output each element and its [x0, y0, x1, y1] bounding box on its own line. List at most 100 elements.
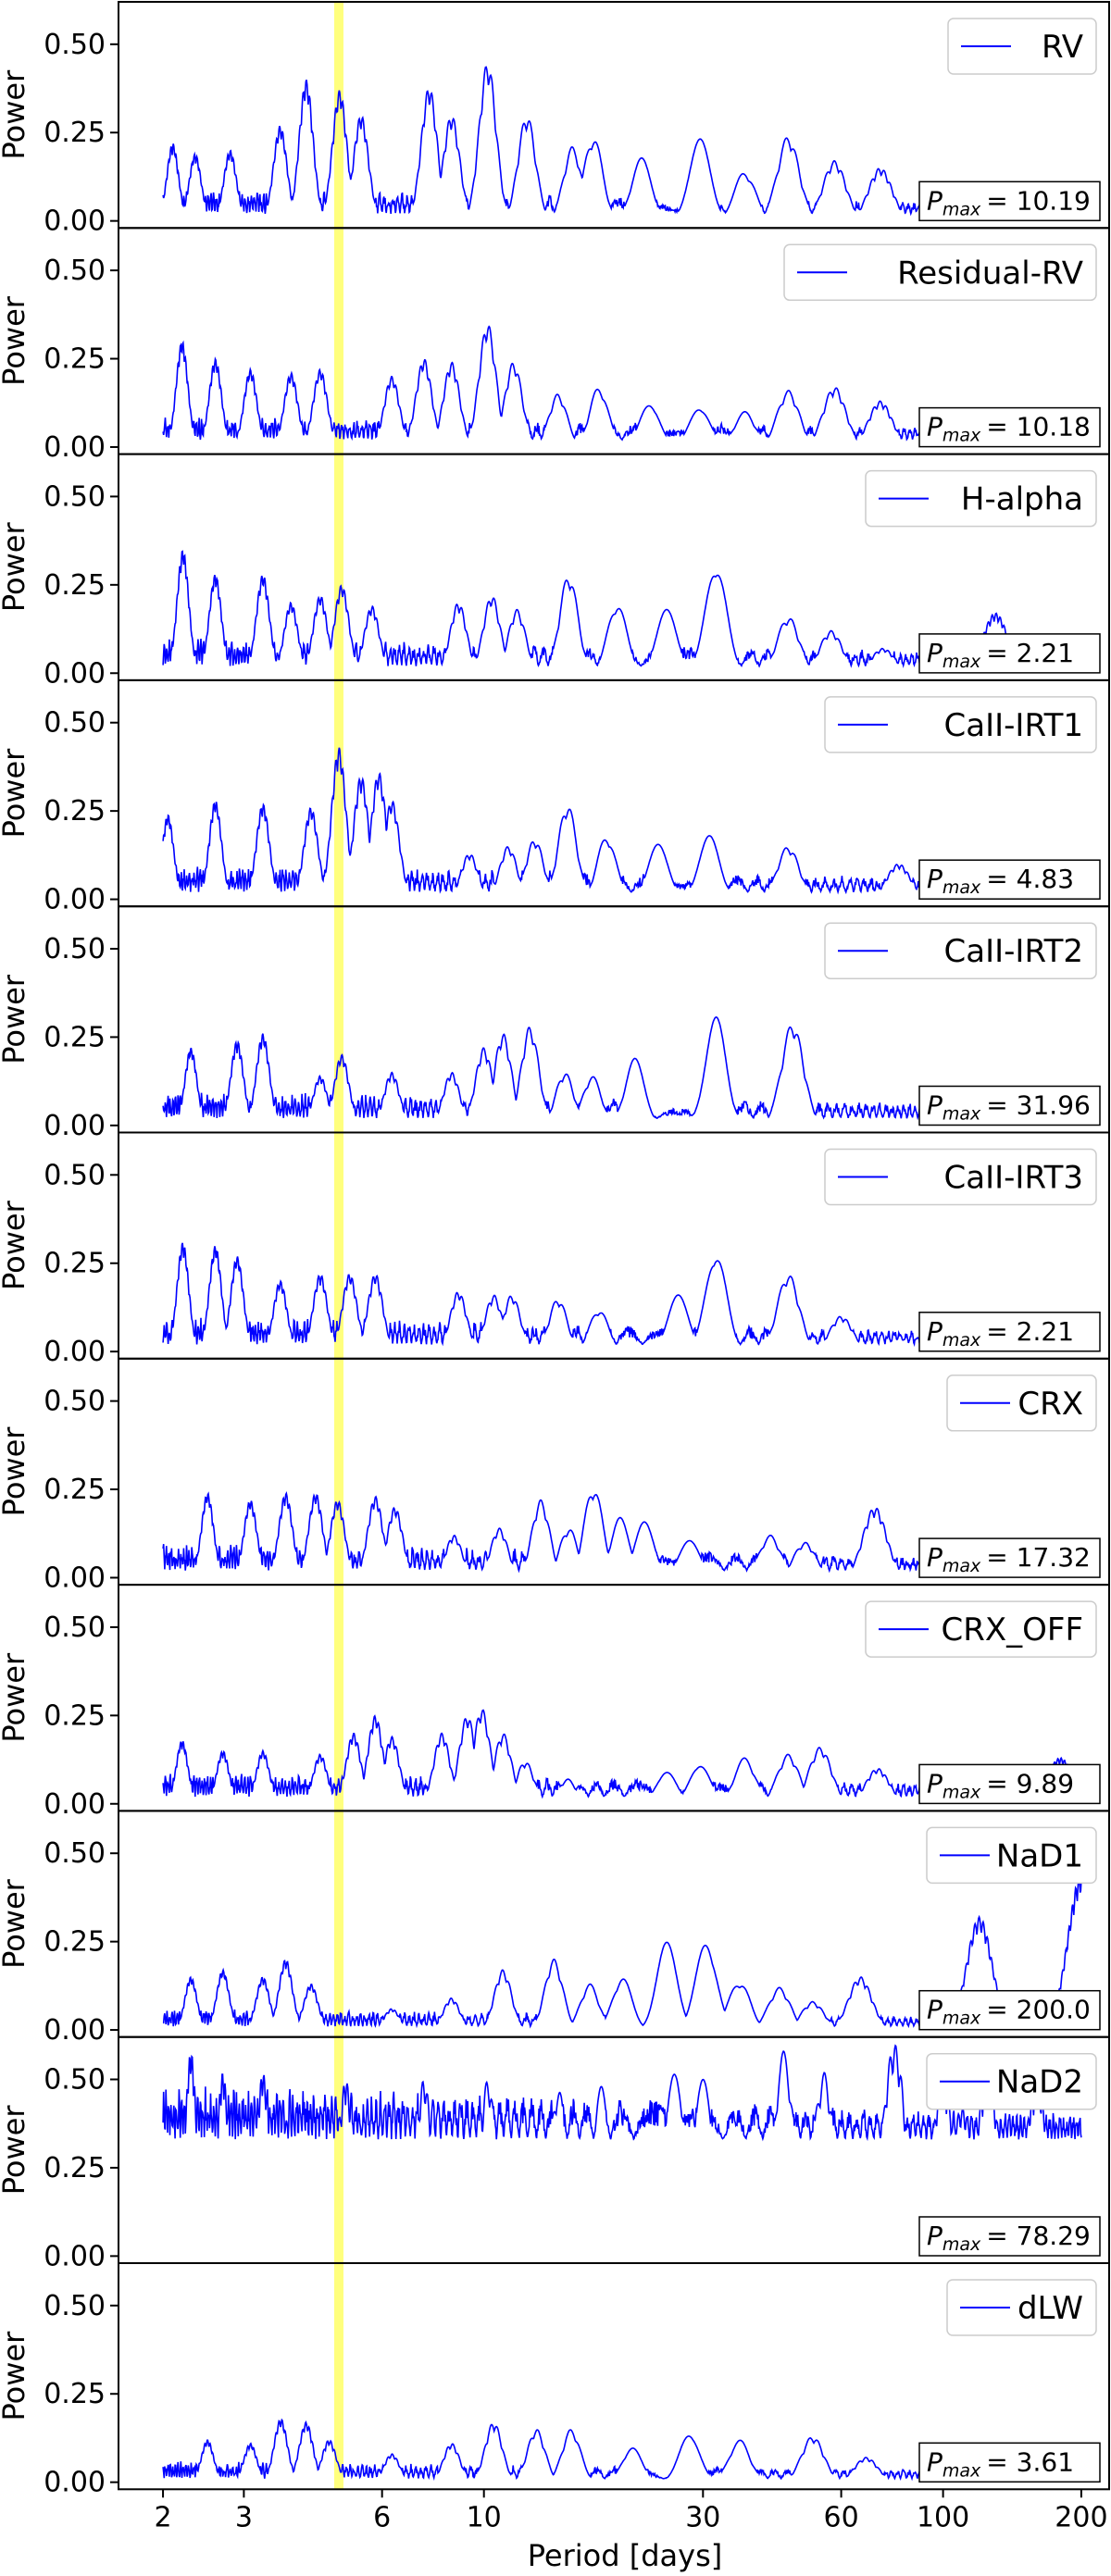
pmax-value: = 9.89 [986, 1768, 1074, 1798]
legend-box [926, 1826, 1097, 1885]
highlight-band [333, 2, 343, 2490]
pmax-value: = 10.19 [986, 185, 1091, 216]
pmax-symbol: P [927, 2221, 942, 2251]
legend-label: RV [1042, 29, 1083, 66]
pmax-value: = 4.83 [986, 864, 1074, 894]
pmax-annotation: Pmax = 2.21 [927, 1316, 1074, 1350]
legend-label: CaII-IRT2 [944, 933, 1083, 970]
panel-nad2: 0.00 0.25 0.50 Power NaD2 Pmax = 78.29 [0, 2035, 1110, 2272]
y-tick-label: 0.00 [44, 1336, 106, 1368]
pmax-subscript: max [942, 426, 981, 446]
y-tick-label: 0.25 [44, 1248, 106, 1280]
legend-box [824, 696, 1097, 753]
y-tick-label: 0.25 [44, 2378, 106, 2410]
pmax-annotation: Pmax = 4.83 [927, 864, 1074, 898]
pmax-symbol: P [927, 1542, 942, 1573]
legend-label: CaII-IRT3 [944, 1160, 1083, 1197]
legend-label: CaII-IRT1 [944, 707, 1083, 744]
pmax-symbol: P [927, 1995, 942, 2025]
panel-frame [118, 2262, 1110, 2491]
y-tick-label: 0.00 [44, 1562, 106, 1594]
pmax-box [918, 1537, 1101, 1578]
pmax-subscript: max [942, 1556, 981, 1576]
pmax-subscript: max [942, 199, 981, 219]
y-tick-label: 0.25 [44, 1021, 106, 1053]
y-tick-label: 0.25 [44, 1474, 106, 1506]
pmax-symbol: P [927, 1090, 942, 1121]
y-tick-label: 0.50 [44, 1837, 106, 1870]
pmax-symbol: P [927, 412, 942, 442]
y-axis-label: Power [0, 2105, 31, 2196]
y-axis-label: Power [0, 1426, 31, 1517]
panel-caii-irt2: 0.00 0.25 0.50 Power CaII-IRT2 Pmax = 31.96 [0, 905, 1110, 1142]
y-tick-label: 0.50 [44, 29, 106, 61]
x-tick-label: 200 [1055, 2501, 1107, 2533]
y-tick-label: 0.25 [44, 1926, 106, 1959]
x-tick-label: 60 [823, 2501, 858, 2533]
x-tick-label: 30 [685, 2501, 720, 2533]
pmax-subscript: max [942, 877, 981, 898]
legend-label: CRX [1017, 1386, 1083, 1423]
y-axis-label: Power [0, 1200, 31, 1290]
y-tick-label: 0.00 [44, 205, 106, 238]
pmax-value: = 2.21 [986, 638, 1074, 668]
panel-residual-rv: 0.00 0.25 0.50 Power Residual-RV Pmax = 10.18 [0, 227, 1110, 464]
y-axis-label: Power [0, 2331, 31, 2421]
pmax-annotation: Pmax = 17.32 [927, 1542, 1091, 1576]
highlight-band-layer [333, 2, 343, 2490]
pmax-box [918, 859, 1101, 900]
pmax-subscript: max [942, 1104, 981, 1125]
y-tick-label: 0.50 [44, 1386, 106, 1418]
pmax-annotation: Pmax = 31.96 [927, 1090, 1091, 1125]
pmax-box [918, 1989, 1101, 2031]
pmax-symbol: P [927, 1768, 942, 1798]
panel-caii-irt3: 0.00 0.25 0.50 Power CaII-IRT3 Pmax = 2.21 [0, 1131, 1110, 1368]
pmax-value: = 200.0 [986, 1995, 1091, 2025]
panel-rv: 0.00 0.25 0.50 Power RV Pmax = 10.19 [0, 1, 1110, 238]
legend-box [824, 1148, 1097, 1206]
pmax-annotation: Pmax = 10.18 [927, 412, 1091, 446]
panel-h-alpha: 0.00 0.25 0.50 Power H-alpha Pmax = 2.21 [0, 453, 1110, 690]
x-tick-label: 10 [467, 2501, 502, 2533]
legend-box [947, 18, 1097, 75]
pmax-subscript: max [942, 2234, 981, 2255]
y-tick-label: 0.25 [44, 343, 106, 376]
pmax-annotation: Pmax = 2.21 [927, 638, 1074, 672]
pmax-subscript: max [942, 2460, 981, 2481]
pmax-symbol: P [927, 185, 942, 216]
x-axis-label: Period [days] [528, 2538, 722, 2573]
x-tick-label: 2 [155, 2501, 172, 2533]
legend-box [946, 1375, 1097, 1432]
y-axis-label: Power [0, 69, 31, 160]
pmax-subscript: max [942, 1782, 981, 1802]
y-tick-label: 0.50 [44, 933, 106, 965]
y-axis-label: Power [0, 1878, 31, 1969]
pmax-value: = 10.18 [986, 412, 1091, 442]
pmax-annotation: Pmax = 10.19 [927, 185, 1091, 219]
y-axis-label: Power [0, 295, 31, 386]
legend-box [783, 243, 1097, 302]
y-axis-label: Power [0, 1652, 31, 1743]
y-tick-label: 0.50 [44, 707, 106, 740]
legend-label: NaD2 [996, 2064, 1083, 2101]
pmax-value: = 3.61 [986, 2446, 1074, 2477]
pmax-subscript: max [942, 2009, 981, 2029]
y-tick-label: 0.50 [44, 255, 106, 287]
pmax-box [918, 1763, 1101, 1805]
y-tick-label: 0.00 [44, 2467, 106, 2499]
periodogram-line [162, 2044, 1082, 2142]
y-tick-label: 0.25 [44, 1699, 106, 1732]
pmax-annotation: Pmax = 78.29 [927, 2221, 1091, 2255]
pmax-box [918, 2442, 1101, 2483]
y-tick-label: 0.00 [44, 657, 106, 690]
y-tick-label: 0.00 [44, 2240, 106, 2272]
pmax-annotation: Pmax = 3.61 [927, 2446, 1074, 2481]
pmax-annotation: Pmax = 9.89 [927, 1768, 1074, 1802]
pmax-box [918, 406, 1101, 448]
pmax-box [918, 180, 1101, 222]
panel-caii-irt1: 0.00 0.25 0.50 Power CaII-IRT1 Pmax = 4.83 [0, 678, 1110, 916]
legend-box [824, 922, 1097, 979]
y-tick-label: 0.00 [44, 1110, 106, 1142]
pmax-symbol: P [927, 1316, 942, 1347]
